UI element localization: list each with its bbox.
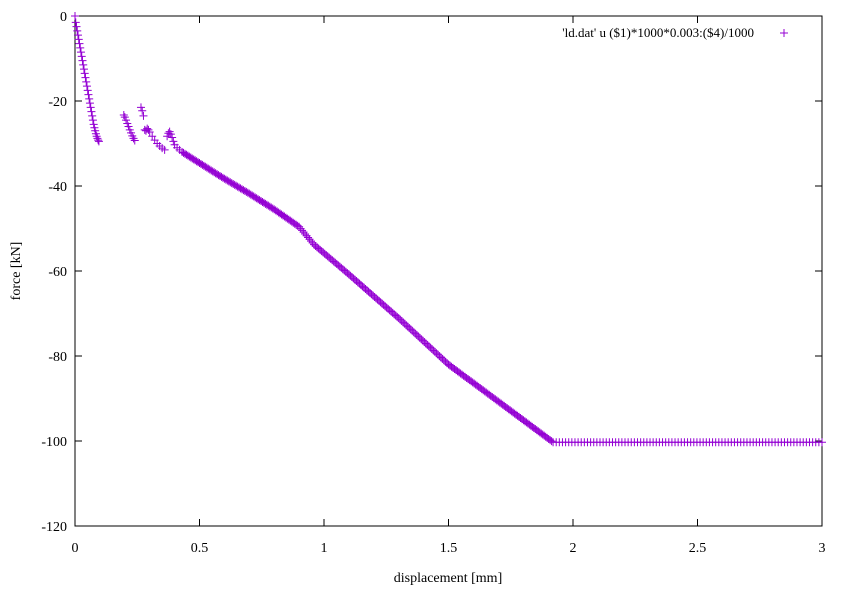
y-axis-label: force [kN]: [9, 242, 24, 301]
x-axis-label: displacement [mm]: [394, 571, 502, 586]
data-point: [80, 69, 89, 78]
x-tick-label: 0: [72, 541, 79, 556]
data-point: [94, 137, 103, 146]
x-tick-label: 1.5: [440, 541, 458, 556]
data-point: [89, 120, 98, 129]
data-point: [88, 116, 97, 125]
legend-entry-label: 'ld.dat' u ($1)*1000*0.003:($4)/1000: [562, 25, 754, 40]
y-tick-label: 0: [60, 10, 67, 25]
data-point: [82, 82, 91, 91]
data-point: [119, 111, 128, 120]
data-point: [129, 134, 138, 143]
data-point: [79, 60, 88, 69]
data-point: [818, 438, 826, 447]
data-point: [78, 56, 87, 65]
x-tick-label: 2: [570, 541, 577, 556]
plot-frame: [74, 15, 823, 527]
data-point: [79, 65, 88, 74]
y-tick-label: -60: [48, 265, 67, 280]
legend: 'ld.dat' u ($1)*1000*0.003:($4)/1000: [562, 25, 788, 40]
data-point: [85, 94, 94, 103]
data-point: [73, 31, 82, 40]
data-point: [71, 18, 80, 27]
y-tick-label: -20: [48, 95, 67, 110]
data-point: [145, 128, 154, 137]
data-point: [71, 12, 79, 20]
data-point: [84, 90, 93, 99]
data-point: [139, 111, 148, 120]
data-point: [73, 26, 82, 35]
x-tick-label: 3: [819, 541, 826, 556]
data-point: [547, 437, 556, 446]
data-points: [71, 12, 826, 447]
data-point: [77, 52, 86, 61]
data-point: [72, 22, 81, 31]
data-point: [144, 125, 153, 134]
data-point: [92, 132, 101, 141]
legend-marker: [780, 29, 788, 37]
data-point: [86, 103, 95, 112]
data-point: [124, 122, 133, 131]
axis-ticks: [74, 15, 823, 527]
data-point: [138, 106, 147, 115]
y-tick-label: -40: [48, 180, 67, 195]
x-tick-label: 0.5: [191, 541, 209, 556]
data-point: [74, 35, 83, 44]
data-point: [76, 48, 85, 57]
data-point: [88, 111, 97, 120]
data-point: [160, 145, 169, 154]
x-tick-label: 1: [321, 541, 328, 556]
data-point: [136, 103, 145, 112]
data-point: [75, 39, 84, 48]
data-point: [168, 133, 177, 142]
y-tick-labels: 0 -20 -40 -60 -80 -100 -120: [41, 10, 67, 535]
data-point: [122, 116, 131, 125]
data-point: [85, 99, 94, 108]
data-point: [83, 86, 92, 95]
x-tick-labels: 0 0.5 1 1.5 2 2.5 3: [72, 541, 826, 556]
data-point: [76, 43, 85, 52]
x-tick-label: 2.5: [689, 541, 707, 556]
data-point: [166, 130, 175, 139]
legend-marker-symbol: [780, 29, 788, 37]
data-point: [169, 137, 178, 146]
y-tick-label: -120: [41, 520, 67, 535]
data-point: [94, 136, 103, 145]
y-tick-label: -80: [48, 350, 67, 365]
data-point: [81, 73, 90, 82]
data-point: [87, 107, 96, 116]
data-point: [82, 77, 91, 86]
data-point: [130, 136, 139, 145]
y-tick-label: -100: [41, 435, 67, 450]
